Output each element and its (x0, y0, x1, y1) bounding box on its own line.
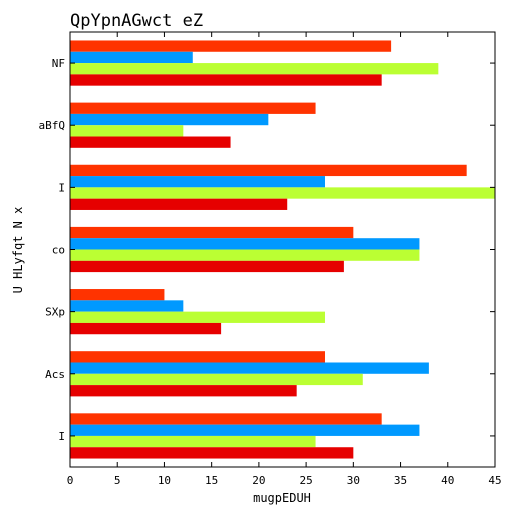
y-tick-label: aBfQ (39, 119, 66, 132)
bar-4-series-1 (70, 226, 354, 239)
x-tick-label: 30 (347, 474, 360, 487)
bar-1-series-1 (70, 40, 392, 52)
bar-3-series-1 (70, 164, 467, 177)
x-tick-label: 40 (441, 474, 454, 487)
x-axis-label: mugpEDUH (253, 491, 311, 505)
y-tick-label: I (58, 181, 65, 194)
bar-2-series-4 (70, 136, 231, 148)
bar-4-series-4 (70, 260, 344, 273)
bar-3-series-3 (70, 187, 495, 199)
bar-6-series-4 (70, 385, 297, 397)
y-tick-label: co (52, 244, 65, 257)
y-tick-label: SXp (45, 306, 65, 319)
y-axis-label: U HLyfqt N x (11, 207, 25, 294)
bar-2-series-3 (70, 125, 184, 137)
bar-7-series-2 (70, 424, 420, 436)
x-tick-label: 45 (488, 474, 501, 487)
bar-3-series-2 (70, 176, 325, 188)
bar-1-series-3 (70, 63, 439, 75)
x-tick-label: 35 (394, 474, 407, 487)
bar-1-series-4 (70, 74, 382, 86)
y-tick-label: Acs (45, 368, 65, 381)
bar-6-series-1 (70, 351, 325, 363)
bar-2-series-2 (70, 113, 269, 126)
bar-7-series-1 (70, 413, 382, 425)
x-tick-label: 0 (67, 474, 74, 487)
bar-6-series-3 (70, 373, 363, 386)
x-tick-label: 15 (205, 474, 218, 487)
bar-2-series-1 (70, 102, 316, 114)
bar-3-series-4 (70, 198, 288, 210)
bar-5-series-1 (70, 289, 165, 301)
bar-7-series-3 (70, 435, 316, 448)
x-tick-label: 20 (252, 474, 265, 487)
y-axis-ticks: NF aBfQ Ico SXp Acs I (39, 57, 495, 443)
bar-7-series-4 (70, 447, 354, 459)
bar-5-series-3 (70, 311, 325, 323)
chart-title: QpYpnAGwct eZ (70, 11, 203, 31)
bar-4-series-3 (70, 249, 420, 261)
y-tick-label: NF (52, 57, 65, 70)
x-tick-label: 5 (114, 474, 121, 487)
bar-5-series-2 (70, 300, 184, 312)
x-axis-ticks: 0 5 10 15 20 25 30 35 40 45 (67, 32, 502, 487)
bars-group (70, 40, 495, 459)
x-tick-label: 10 (158, 474, 171, 487)
bar-4-series-2 (70, 238, 420, 250)
bar-1-series-2 (70, 51, 193, 64)
x-tick-label: 25 (299, 474, 312, 487)
y-tick-label: I (58, 430, 65, 443)
bar-6-series-2 (70, 362, 429, 374)
bar-5-series-4 (70, 322, 222, 335)
